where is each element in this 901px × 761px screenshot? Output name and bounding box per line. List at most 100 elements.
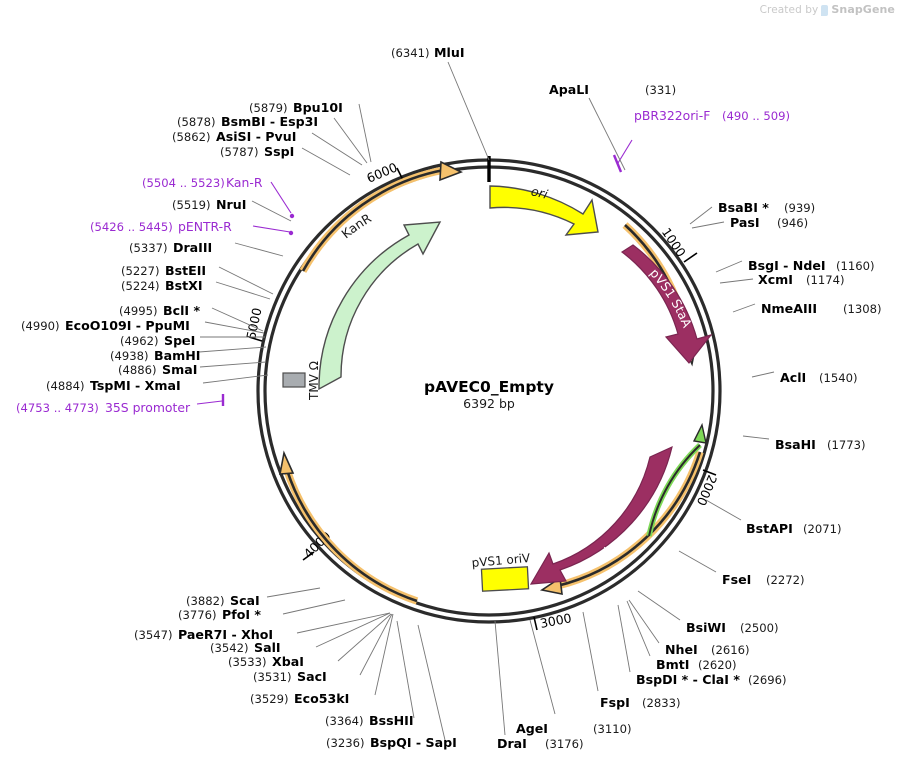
enzyme-position: (2500) bbox=[740, 621, 779, 635]
enzyme-position: (2272) bbox=[766, 573, 805, 587]
enzyme-name: NruI bbox=[216, 197, 246, 212]
enzyme-bcli[interactable]: (4995) BclI * bbox=[119, 303, 264, 332]
enzyme-position: (2696) bbox=[748, 673, 787, 687]
enzyme-name: SpeI bbox=[164, 333, 195, 348]
feature-pvs1-oriv[interactable]: pVS1 oriV bbox=[471, 551, 532, 592]
enzyme-name: AsiSI - PvuI bbox=[216, 129, 296, 144]
enzyme-bspqi-sapi[interactable]: (3236) BspQI - SapI bbox=[326, 624, 457, 750]
feature-tmv-omega[interactable]: TMV Ω bbox=[282, 361, 321, 401]
enzyme-bsahi[interactable]: BsaHI (1773) bbox=[742, 435, 866, 452]
enzyme-position: (2616) bbox=[711, 643, 750, 657]
enzyme-nmeaiii[interactable]: NmeAIII (1308) bbox=[732, 301, 882, 316]
enzyme-bpu10i[interactable]: (5879) Bpu10I bbox=[249, 100, 372, 163]
annotated-feature-kan-r[interactable]: (5504 .. 5523) Kan-R bbox=[142, 175, 295, 219]
enzyme-pasi[interactable]: PasI (946) bbox=[691, 215, 808, 230]
annotated-feature-pbr322ori-f[interactable]: pBR322ori-F (490 .. 509) bbox=[612, 108, 790, 173]
annotated-feature-pentr-r[interactable]: (5426 .. 5445) pENTR-R bbox=[90, 219, 294, 236]
enzyme-position: (5519) bbox=[172, 198, 211, 212]
enzyme-ecoo109i-ppumi[interactable]: (4990) EcoO109I - PpuMI bbox=[21, 318, 265, 334]
enzyme-asisi-pvui[interactable]: (5862) AsiSI - PvuI bbox=[172, 129, 363, 166]
enzyme-name: XbaI bbox=[272, 654, 304, 669]
enzyme-name: BmtI bbox=[656, 657, 689, 672]
enzyme-bsabi[interactable]: BsaBI * (939) bbox=[689, 200, 815, 225]
enzyme-bamhi[interactable]: (4938) BamHI bbox=[110, 346, 267, 363]
feature-label-ori: ori bbox=[530, 183, 550, 202]
enzyme-position: (1160) bbox=[836, 259, 875, 273]
enzyme-name: DraIII bbox=[173, 240, 212, 255]
enzyme-draiii[interactable]: (5337) DraIII bbox=[129, 240, 284, 257]
enzyme-name: BspDI * - ClaI * bbox=[636, 672, 740, 687]
enzyme-sali[interactable]: (3542) SalI bbox=[210, 612, 391, 655]
feature-kanr[interactable]: KanR bbox=[318, 210, 442, 391]
enzyme-bsgi-ndei[interactable]: BsgI - NdeI (1160) bbox=[715, 258, 875, 273]
feature-pvs1-staa[interactable]: pVS1 StaA bbox=[620, 244, 713, 364]
watermark-prefix: Created by bbox=[759, 3, 819, 16]
enzyme-position: (3531) bbox=[253, 670, 292, 684]
enzyme-name: PasI bbox=[730, 215, 760, 230]
enzyme-smai[interactable]: (4886) SmaI bbox=[118, 361, 267, 377]
enzyme-saci[interactable]: (3531) SacI bbox=[253, 613, 393, 684]
enzyme-nhei[interactable]: NheI (2616) bbox=[628, 599, 750, 657]
enzyme-bspdi-clai[interactable]: BspDI * - ClaI * (2696) bbox=[617, 604, 787, 687]
enzyme-xbai[interactable]: (3533) XbaI bbox=[228, 613, 392, 669]
enzyme-name: SspI bbox=[264, 144, 294, 159]
enzyme-position: (4884) bbox=[46, 379, 85, 393]
enzyme-sspi[interactable]: (5787) SspI bbox=[220, 144, 351, 176]
enzyme-bsiwi[interactable]: BsiWI (2500) bbox=[637, 590, 779, 635]
enzyme-position: (3364) bbox=[325, 714, 364, 728]
enzyme-eco53ki[interactable]: (3529) Eco53kI bbox=[250, 613, 394, 706]
enzyme-name: BsiWI bbox=[686, 620, 726, 635]
enzyme-fspi[interactable]: FspI (2833) bbox=[582, 611, 681, 710]
enzyme-position: (2620) bbox=[698, 658, 737, 672]
enzyme-scai[interactable]: (3882) ScaI bbox=[186, 587, 321, 608]
enzyme-position: (3236) bbox=[326, 736, 365, 750]
snapgene-logo-icon bbox=[821, 5, 829, 16]
enzyme-position: (5862) bbox=[172, 130, 211, 144]
tick-label-1000: 1000 bbox=[659, 225, 689, 260]
enzyme-paer7i-xhoi[interactable]: (3547) PaeR7I - XhoI bbox=[134, 612, 391, 642]
enzyme-position: (3529) bbox=[250, 692, 289, 706]
feature-pvs1-repa[interactable]: pVS1 RepA bbox=[529, 445, 673, 585]
enzyme-position: (3533) bbox=[228, 655, 267, 669]
enzyme-pfoi[interactable]: (3776) PfoI * bbox=[178, 599, 346, 622]
enzyme-position: (1308) bbox=[843, 302, 882, 316]
annotated-feature-label: pBR322ori-F bbox=[634, 108, 710, 123]
enzyme-mlui[interactable]: (6341) MluI bbox=[391, 45, 490, 161]
enzyme-name: EcoO109I - PpuMI bbox=[65, 318, 190, 333]
annotated-feature-range: (490 .. 509) bbox=[722, 109, 790, 123]
enzyme-position: (6341) bbox=[391, 46, 430, 60]
enzyme-name: FspI bbox=[600, 695, 630, 710]
enzyme-apali[interactable]: ApaLI (331) bbox=[549, 82, 676, 171]
enzyme-name: SacI bbox=[297, 669, 327, 684]
enzyme-bstxi[interactable]: (5224) BstXI bbox=[121, 278, 271, 300]
enzyme-bsshii[interactable]: (3364) BssHII bbox=[325, 620, 415, 728]
enzyme-name: Bpu10I bbox=[293, 100, 343, 115]
enzyme-bsmbi-esp3i[interactable]: (5878) BsmBI - Esp3I bbox=[177, 114, 368, 164]
enzyme-xcmi[interactable]: XcmI (1174) bbox=[719, 272, 845, 287]
enzyme-position: (5879) bbox=[249, 101, 288, 115]
enzyme-bsteii[interactable]: (5227) BstEII bbox=[121, 263, 274, 295]
enzyme-position: (3882) bbox=[186, 594, 225, 608]
enzyme-spei[interactable]: (4962) SpeI bbox=[120, 333, 265, 348]
enzyme-bstapi[interactable]: BstAPI (2071) bbox=[705, 499, 842, 536]
enzyme-tspmi-xmai[interactable]: (4884) TspMI - XmaI bbox=[46, 374, 269, 393]
enzyme-name: BamHI bbox=[154, 348, 200, 363]
enzyme-acli[interactable]: AclI (1540) bbox=[751, 370, 858, 385]
enzyme-position: (1773) bbox=[827, 438, 866, 452]
feature-label-pvs1-oriv: pVS1 oriV bbox=[471, 551, 531, 570]
annotated-feature-35s-promoter[interactable]: (4753 .. 4773) 35S promoter bbox=[16, 394, 225, 415]
enzyme-position: (4990) bbox=[21, 319, 60, 333]
annotated-feature-label: Kan-R bbox=[226, 175, 263, 190]
enzyme-name: BsaHI bbox=[775, 437, 816, 452]
annotated-feature-range: (5504 .. 5523) bbox=[142, 176, 225, 190]
enzyme-name: BssHII bbox=[369, 713, 414, 728]
enzyme-bmti[interactable]: BmtI (2620) bbox=[626, 600, 737, 672]
enzyme-nrui[interactable]: (5519) NruI bbox=[172, 197, 292, 222]
enzyme-agei[interactable]: AgeI (3110) bbox=[516, 619, 632, 736]
enzyme-fsei[interactable]: FseI (2272) bbox=[678, 550, 805, 587]
feature-ori[interactable]: ori bbox=[489, 183, 599, 236]
enzyme-position: (331) bbox=[645, 83, 676, 97]
enzyme-name: BstXI bbox=[165, 278, 203, 293]
enzyme-drai[interactable]: DraI (3176) bbox=[494, 620, 584, 751]
